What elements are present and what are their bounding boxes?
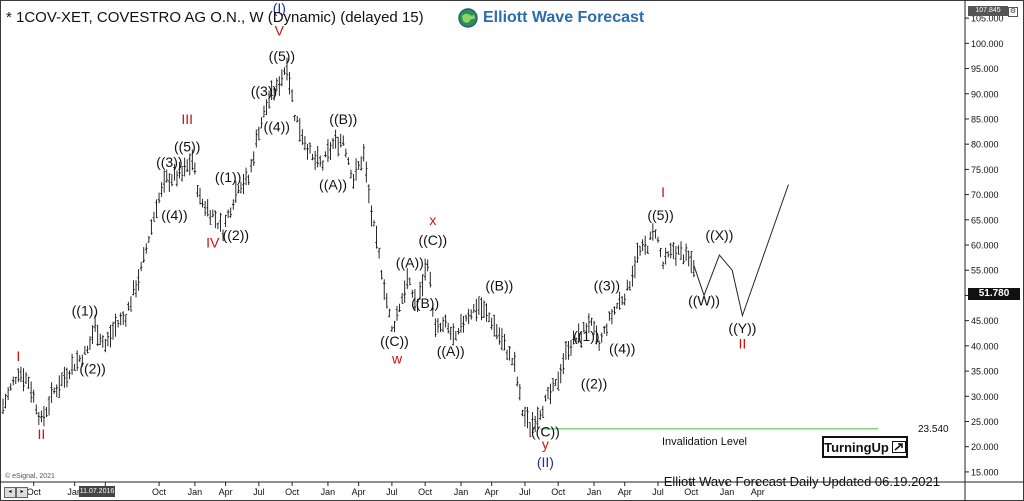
brand-name: Elliott Wave Forecast	[483, 9, 645, 26]
x-tick-label: Jan	[67, 487, 82, 497]
wave-label: (II)	[537, 454, 554, 470]
y-tick-label: 105.000	[971, 14, 1004, 24]
wave-label: ((3))	[156, 154, 182, 170]
y-tick-label: 60.000	[971, 241, 999, 251]
wave-label: ((C))	[418, 232, 447, 248]
x-tick-label: Jul	[386, 487, 398, 497]
wave-label: ((3))	[594, 277, 620, 293]
invalidation-label: Invalidation Level	[662, 436, 748, 448]
wave-label: ((C))	[531, 424, 560, 440]
x-tick-label: Jan	[188, 487, 203, 497]
wave-label: V	[275, 23, 285, 39]
y-tick-label: 35.000	[971, 367, 999, 377]
y-tick-label: 100.000	[971, 39, 1004, 49]
x-tick-label: Jan	[720, 487, 735, 497]
wave-label: III	[181, 111, 193, 127]
y-tick-label: 75.000	[971, 165, 999, 175]
wave-label: ((5))	[269, 48, 295, 64]
brand-logo: Elliott Wave Forecast	[458, 8, 644, 28]
x-tick-label: Jul	[519, 487, 531, 497]
y-tick-label: 70.000	[971, 190, 999, 200]
wave-label: ((1))	[215, 169, 241, 185]
y-tick-label: 30.000	[971, 392, 999, 402]
wave-label: w	[391, 350, 403, 366]
chart-title: * 1COV-XET, COVESTRO AG O.N., W (Dynamic…	[6, 9, 424, 26]
wave-label: I	[661, 184, 665, 200]
scroll-right-button[interactable]: ▸	[16, 487, 28, 498]
scroll-left-button[interactable]: ◂	[4, 487, 16, 498]
projection-path	[693, 184, 789, 318]
y-tick-label: 45.000	[971, 316, 999, 326]
wave-label: ((2))	[223, 227, 249, 243]
wave-label: IV	[206, 234, 220, 250]
wave-label: ((5))	[174, 139, 200, 155]
globe-icon	[458, 8, 478, 28]
x-tick-label: Apr	[618, 487, 632, 497]
x-tick-label: Apr	[352, 487, 366, 497]
x-tick-label: Apr	[219, 487, 233, 497]
wave-label: ((4))	[161, 207, 187, 223]
x-tick-label: Jan	[454, 487, 469, 497]
y-tick-label: 25.000	[971, 417, 999, 427]
wave-label: ((X))	[705, 227, 733, 243]
wave-label: ((3))	[251, 83, 277, 99]
settings-icon[interactable]: ⚙	[1008, 7, 1018, 17]
wave-label: II	[37, 426, 45, 442]
copyright: © eSignal, 2021	[5, 473, 55, 480]
wave-label: ((A))	[396, 255, 424, 271]
x-tick-label: Oct	[551, 487, 566, 497]
current-price-tag: 51.780	[968, 288, 1020, 300]
wave-label: II	[739, 335, 747, 351]
y-tick-label: 20.000	[971, 442, 999, 452]
y-tick-label: 55.000	[971, 266, 999, 276]
wave-label: ((A))	[437, 343, 465, 359]
turning-up-text: TurningUp	[824, 439, 889, 455]
y-tick-label: 15.000	[971, 467, 999, 477]
wave-label: ((1))	[573, 328, 599, 344]
wave-label: ((2))	[79, 361, 105, 377]
wave-label: ((B))	[329, 111, 357, 127]
x-tick-label: Oct	[684, 487, 699, 497]
wave-label: y	[542, 436, 549, 452]
turning-up-badge: TurningUp	[822, 436, 908, 458]
wave-label: ((C))	[380, 333, 409, 349]
y-tick-label: 80.000	[971, 140, 999, 150]
wave-label: ((A))	[319, 177, 347, 193]
x-tick-label: Oct	[285, 487, 300, 497]
invalidation-value: 23.540	[918, 424, 949, 435]
wave-label: ((5))	[647, 207, 673, 223]
x-tick-label: Apr	[485, 487, 499, 497]
x-tick-label: Oct	[27, 487, 42, 497]
wave-label: (I)	[273, 0, 286, 16]
wave-label: ((B))	[485, 277, 513, 293]
y-tick-label: 90.000	[971, 89, 999, 99]
top-price-tag: 107.845	[968, 6, 1008, 16]
y-tick-label: 95.000	[971, 64, 999, 74]
wave-label: ((Y))	[728, 320, 756, 336]
x-tick-label: Jan	[587, 487, 602, 497]
x-tick-label: Oct	[152, 487, 167, 497]
x-tick-label: Apr	[751, 487, 765, 497]
wave-label: I	[16, 348, 20, 364]
wave-label: ((1))	[72, 303, 98, 319]
x-tick-label: Jul	[253, 487, 265, 497]
arrow-up-right-icon	[891, 441, 906, 453]
x-tick-label: Jul	[652, 487, 664, 497]
x-tick-label: Oct	[418, 487, 433, 497]
wave-label: ((W))	[688, 292, 720, 308]
wave-label: ((4))	[609, 340, 635, 356]
y-tick-label: 40.000	[971, 341, 999, 351]
y-tick-label: 85.000	[971, 114, 999, 124]
y-tick-label: 65.000	[971, 215, 999, 225]
wave-label: ((4))	[264, 119, 290, 135]
crosshair-date: 11.07.2016	[79, 486, 115, 497]
wave-label: ((2))	[581, 376, 607, 392]
footer-updated: Elliott Wave Forecast Daily Updated 06.1…	[663, 474, 940, 489]
wave-label: ((B))	[411, 295, 439, 311]
wave-label: x	[429, 212, 436, 228]
x-tick-label: Jan	[321, 487, 336, 497]
